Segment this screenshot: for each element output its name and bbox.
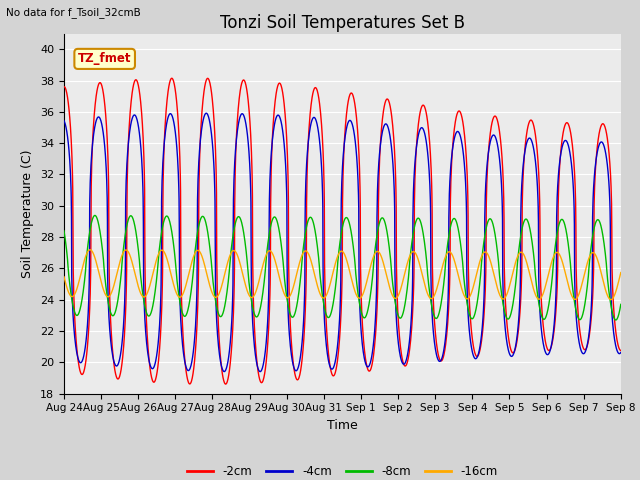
Text: No data for f_Tsoil_32cmB: No data for f_Tsoil_32cmB	[6, 7, 141, 18]
Text: TZ_fmet: TZ_fmet	[78, 52, 131, 65]
Y-axis label: Soil Temperature (C): Soil Temperature (C)	[22, 149, 35, 278]
X-axis label: Time: Time	[327, 419, 358, 432]
Legend: -2cm, -4cm, -8cm, -16cm: -2cm, -4cm, -8cm, -16cm	[182, 461, 502, 480]
Title: Tonzi Soil Temperatures Set B: Tonzi Soil Temperatures Set B	[220, 14, 465, 32]
